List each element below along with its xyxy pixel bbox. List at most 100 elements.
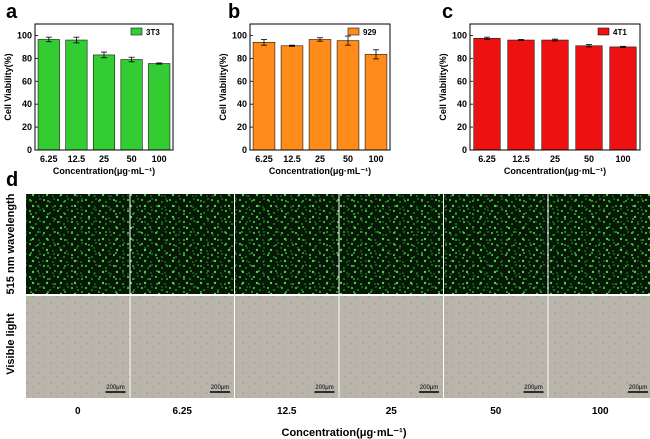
column-label-2: 12.5 [277,406,297,417]
x-tick-label-c-2: 25 [550,154,560,164]
column-label-5: 100 [592,406,609,417]
bar-c-2 [541,39,569,151]
error-bar-b-4 [373,49,379,60]
x-tick-label-a-3: 50 [127,154,137,164]
x-axis-title-c: Concentration(μg·mL⁻¹) [504,166,606,176]
error-bar-a-2 [101,51,107,59]
plot-frame-b [249,23,391,151]
bar-b-1 [280,45,304,151]
bar-a-2 [92,54,116,151]
y-tick-label-a-3: 60 [22,76,32,86]
error-bar-b-0 [261,39,267,46]
x-tick-label-b-4: 100 [368,154,383,164]
y-tick-label-c-0: 0 [462,145,467,155]
error-bar-a-3 [128,56,135,63]
legend-swatch-b [347,27,360,36]
x-tick-label-c-4: 100 [615,154,630,164]
y-axis-title-b: Cell Viability(%) [218,53,228,120]
error-bar-a-0 [45,36,52,43]
y-tick-label-a-5: 100 [17,30,32,40]
scale-bar-label-1: 200μm [211,385,229,391]
legend-swatch-c [597,27,610,36]
x-tick-label-b-2: 25 [315,154,325,164]
brightfield-image-3 [339,296,443,398]
scale-bar-label-4: 200μm [524,385,542,391]
x-tick-label-c-1: 12.5 [512,154,530,164]
bar-c-1 [507,39,535,151]
y-tick-label-c-3: 60 [457,76,467,86]
scale-bar-label-5: 200μm [629,385,647,391]
fluorescence-image-overlay-1 [130,194,234,294]
row-label-visible-light: Visible light [5,313,17,375]
fluorescence-image-overlay-5 [548,194,650,294]
chart-panel-b: 6.25 12.5 25 50 100 0 20 40 60 80 100 Cell Viabilit… [218,23,391,176]
fluorescence-image-overlay-0 [26,194,130,294]
brightfield-image-2 [235,296,339,398]
y-tick-label-b-5: 100 [232,30,247,40]
x-tick-label-c-0: 6.25 [478,154,496,164]
error-bar-c-3 [586,44,592,48]
y-tick-label-b-1: 20 [237,122,247,132]
x-tick-label-b-0: 6.25 [255,154,273,164]
y-tick-label-b-3: 60 [237,76,247,86]
y-axis-title-c: Cell Viability(%) [438,53,448,120]
error-bar-a-1 [73,36,80,44]
bar-b-2 [308,39,332,151]
legend-label-a: 3T3 [146,28,160,37]
image-grid: 200μm 200μm 200μm 200μm 200μm 200μm [26,194,650,398]
fluorescence-image-overlay-4 [444,194,548,294]
scale-bar-label-3: 200μm [420,385,438,391]
column-label-4: 50 [490,406,502,417]
legend-label-c: 4T1 [613,28,627,37]
y-axis-title-a: Cell Viability(%) [3,53,13,120]
y-tick-label-b-0: 0 [242,145,247,155]
scale-bar-label-2: 200μm [315,385,333,391]
bar-c-0 [473,38,501,151]
legend-swatch-a [130,27,143,36]
chart-panel-a: 6.25 12.5 25 50 100 0 20 40 60 80 100 Cell Viabilit… [3,23,174,176]
column-label-0: 0 [75,406,81,417]
x-tick-label-b-1: 12.5 [283,154,301,164]
panel-letter-d: d [6,169,18,191]
y-tick-label-c-4: 80 [457,53,467,63]
y-tick-label-a-0: 0 [27,145,32,155]
x-axis-title-b: Concentration(μg·mL⁻¹) [269,166,371,176]
brightfield-image-0 [26,296,130,398]
brightfield-image-1 [130,296,234,398]
x-tick-label-a-4: 100 [152,154,167,164]
legend-label-b: 929 [363,28,377,37]
column-labels: 0 6.25 12.5 25 50 100 [75,406,609,417]
bar-a-3 [120,59,143,151]
plot-frame-a [34,23,174,151]
bottom-axis-title: Concentration(μg·mL⁻¹) [282,427,407,439]
chart-panel-c: 6.25 12.5 25 50 100 0 20 40 60 80 100 Cell Viabilit… [438,23,641,176]
x-axis-title-a: Concentration(μg·mL⁻¹) [53,166,155,176]
bar-a-1 [65,39,88,151]
error-bar-b-3 [345,35,351,46]
bar-c-3 [575,45,603,151]
panel-letter-b: b [228,1,240,23]
error-bar-b-2 [317,37,323,42]
brightfield-image-5 [548,296,650,398]
panel-letter-a: a [6,1,18,23]
y-tick-label-b-4: 80 [237,53,247,63]
error-bar-c-0 [484,36,490,40]
column-label-1: 6.25 [173,406,193,417]
y-tick-label-b-2: 40 [237,99,247,109]
plot-frame-c [469,23,641,151]
x-tick-label-a-1: 12.5 [68,154,86,164]
bar-c-4 [609,46,637,151]
fluorescence-image-overlay-3 [339,194,443,294]
y-tick-label-c-5: 100 [452,30,467,40]
x-tick-label-c-3: 50 [584,154,594,164]
bar-b-3 [336,40,360,151]
x-tick-label-b-3: 50 [343,154,353,164]
error-bar-c-1 [518,39,524,42]
error-bar-c-2 [552,38,558,42]
error-bar-b-1 [289,44,295,47]
error-bar-a-4 [156,62,163,65]
x-tick-label-a-0: 6.25 [40,154,58,164]
bar-b-0 [252,42,276,151]
bar-b-4 [364,54,388,151]
